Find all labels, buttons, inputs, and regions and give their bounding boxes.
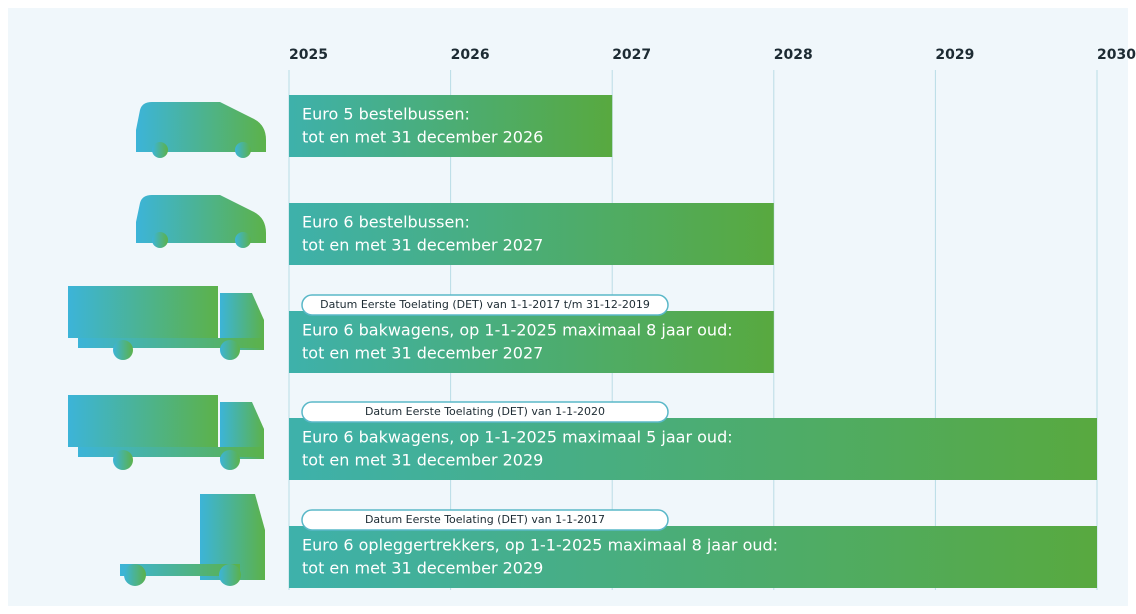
chart: 2025 2026 2027 2028 2029 2030 Euro 5 bestelbus… [0, 0, 1136, 614]
bar-label: tot en met 31 december 2027 [302, 344, 543, 363]
x-tick-label: 2029 [935, 47, 974, 63]
note-label: Datum Eerste Toelating (DET) van 1-1-202… [365, 405, 605, 418]
note-label: Datum Eerste Toelating (DET) van 1-1-201… [365, 513, 605, 526]
bar-label: Euro 6 opleggertrekkers, op 1-1-2025 max… [302, 536, 778, 555]
bar-label: tot en met 31 december 2027 [302, 236, 543, 255]
note-label: Datum Eerste Toelating (DET) van 1-1-201… [320, 298, 650, 311]
x-tick-label: 2026 [451, 47, 490, 63]
bar-label: Euro 6 bestelbussen: [302, 213, 470, 232]
bar-label: tot en met 31 december 2026 [302, 128, 543, 147]
bar-label: tot en met 31 december 2029 [302, 451, 543, 470]
bar-label: Euro 5 bestelbussen: [302, 105, 470, 124]
bar-label: tot en met 31 december 2029 [302, 559, 543, 578]
x-tick-label: 2030 [1097, 47, 1136, 63]
bar-label: Euro 6 bakwagens, op 1-1-2025 maximaal 5… [302, 428, 733, 447]
bar-label: Euro 6 bakwagens, op 1-1-2025 maximaal 8… [302, 321, 733, 340]
x-tick-label: 2025 [289, 47, 328, 63]
x-tick-label: 2027 [612, 47, 651, 63]
x-tick-label: 2028 [774, 47, 813, 63]
